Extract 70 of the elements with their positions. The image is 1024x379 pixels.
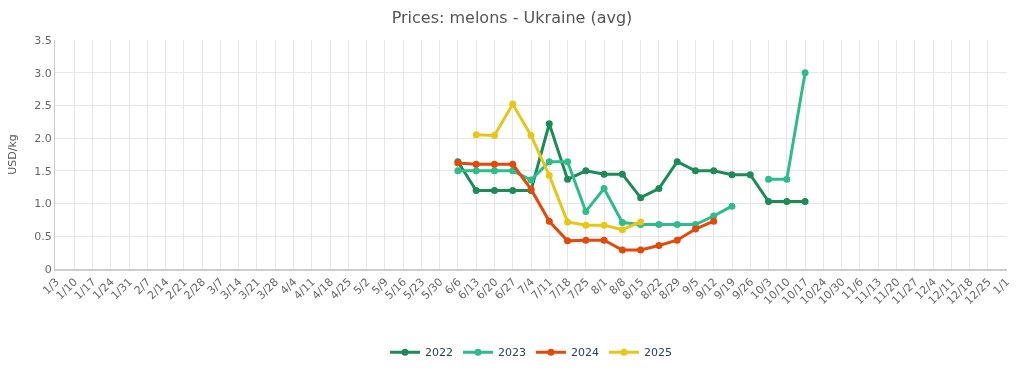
y-tick-label: 0 — [44, 262, 52, 276]
point — [600, 170, 608, 178]
point — [655, 185, 663, 193]
point — [490, 160, 498, 168]
point — [728, 171, 736, 179]
point — [564, 218, 572, 226]
point — [564, 158, 572, 166]
point — [618, 226, 626, 234]
point — [545, 158, 553, 166]
y-tick-label: 3.5 — [34, 33, 52, 47]
point — [710, 217, 718, 225]
point — [673, 158, 681, 166]
y-tick-label: 1.5 — [34, 164, 52, 178]
point — [472, 160, 480, 168]
point — [618, 170, 626, 178]
legend-label: 2024 — [571, 346, 599, 360]
point — [545, 120, 553, 128]
point — [783, 175, 791, 183]
point — [527, 132, 535, 140]
point — [472, 167, 480, 175]
point — [655, 221, 663, 229]
point — [564, 175, 572, 183]
point — [618, 219, 626, 227]
point — [746, 171, 754, 179]
point — [582, 167, 590, 175]
point — [765, 175, 773, 183]
point — [600, 185, 608, 193]
point — [691, 167, 699, 175]
point — [454, 167, 462, 175]
point — [637, 194, 645, 202]
point — [490, 132, 498, 140]
legend-label: 2022 — [425, 346, 453, 360]
legend-label: 2025 — [644, 346, 672, 360]
point — [564, 237, 572, 245]
point — [490, 167, 498, 175]
point — [783, 198, 791, 206]
y-tick-label: 2.0 — [34, 131, 52, 145]
point — [801, 198, 809, 206]
y-tick-label: 2.5 — [34, 99, 52, 113]
y-tick-label: 3.0 — [34, 66, 52, 80]
point — [509, 100, 517, 108]
point — [509, 186, 517, 194]
y-axis-title: USD/kg — [5, 134, 19, 175]
point — [728, 202, 736, 210]
x-tick-label: 1/1 — [990, 275, 1013, 298]
point — [545, 171, 553, 179]
y-tick-label: 0.5 — [34, 230, 52, 244]
point — [655, 241, 663, 249]
point — [618, 246, 626, 254]
point — [582, 221, 590, 229]
point — [472, 186, 480, 194]
point — [527, 176, 535, 184]
point — [582, 207, 590, 215]
point — [691, 225, 699, 233]
point — [765, 198, 773, 206]
point — [472, 131, 480, 139]
chart-title: Prices: melons - Ukraine (avg) — [391, 7, 633, 27]
legend-label: 2023 — [498, 346, 526, 360]
point — [600, 236, 608, 244]
point — [673, 221, 681, 229]
point — [509, 160, 517, 168]
point — [490, 186, 498, 194]
point — [710, 167, 718, 175]
point — [673, 236, 681, 244]
point — [545, 217, 553, 225]
point — [582, 236, 590, 244]
point — [600, 221, 608, 229]
point — [801, 69, 809, 77]
point — [637, 246, 645, 254]
y-tick-label: 1.0 — [34, 197, 52, 211]
